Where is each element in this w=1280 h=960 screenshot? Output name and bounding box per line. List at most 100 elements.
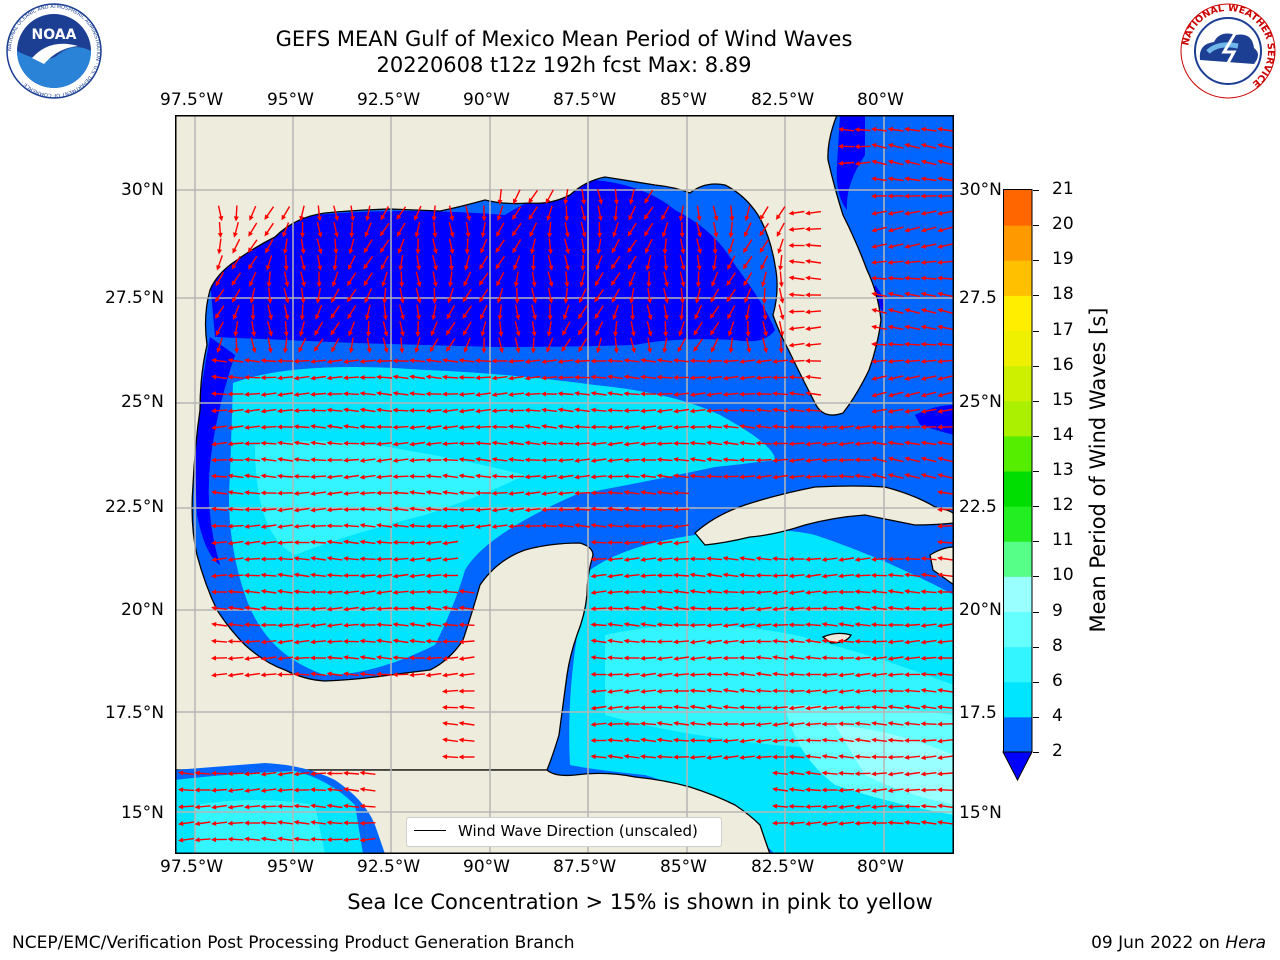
wind-vector-head [711, 347, 716, 353]
wind-vector-head [479, 297, 484, 303]
wind-vector-head [920, 244, 927, 249]
wind-vector-head [447, 298, 453, 304]
wind-vector-head [772, 803, 778, 809]
colorbar-tick [1033, 225, 1039, 227]
wind-vector-head [530, 348, 536, 354]
wind-vector-head [871, 291, 877, 297]
wind-vector-head [920, 227, 927, 233]
colorbar-segment [1003, 576, 1032, 612]
wind-vector-head [310, 671, 316, 677]
wind-vector-head [854, 804, 860, 810]
wind-vector-head [645, 265, 651, 271]
wind-vector-head [244, 771, 250, 777]
wind-vector-head [656, 704, 662, 710]
wind-vector-head [513, 264, 518, 271]
wind-vector-head [854, 771, 860, 777]
wind-vector-head [317, 265, 323, 271]
wind-vector-head [640, 655, 646, 661]
wind-vector-head [739, 655, 745, 661]
wind-vector-head [530, 265, 536, 271]
wind-vector-head [425, 672, 431, 678]
wind-vector-head [464, 249, 470, 255]
wind-vector-head [596, 249, 602, 255]
wind-vector-head [442, 704, 448, 710]
wind-vector-head [359, 358, 365, 364]
wind-vector-head [515, 347, 521, 354]
wind-vector-head [260, 589, 266, 594]
wind-vector-head [694, 314, 700, 320]
wind-vector-head [310, 572, 316, 578]
wind-vector-head [316, 282, 322, 288]
wind-vector-head [343, 424, 349, 429]
wind-vector-head [821, 754, 827, 759]
wind-vector-head [333, 232, 339, 238]
wind-vector-head [277, 639, 283, 645]
wind-vector-head [557, 507, 563, 512]
wind-vector-head [248, 231, 253, 237]
wind-vector-head [772, 556, 778, 562]
wind-vector-head [194, 770, 200, 776]
wind-vector-head [590, 523, 596, 528]
wind-vector-head [838, 622, 844, 627]
wind-vector-head [739, 407, 745, 413]
wind-vector-head [579, 281, 585, 288]
wind-vector-head [260, 457, 266, 462]
wind-vector-head [772, 787, 778, 792]
wind-vector-head [590, 374, 596, 380]
wind-vector-head [680, 249, 686, 255]
colorbar-tick [1033, 400, 1039, 402]
wind-vector-head [778, 348, 784, 354]
wind-vector-head [706, 655, 712, 661]
wind-vector-head [656, 408, 662, 414]
wind-vector-head [629, 199, 634, 205]
wind-vector-head [532, 314, 537, 321]
wind-vector-head [277, 656, 283, 661]
wind-vector-head [314, 330, 320, 336]
wind-vector-head [574, 374, 580, 380]
wind-vector-head [211, 655, 217, 661]
wind-vector-head [887, 656, 893, 661]
wind-vector-head [458, 639, 464, 645]
wind-vector-head [838, 737, 844, 743]
wind-vector-head [838, 589, 843, 595]
wind-vector-head [211, 622, 217, 627]
wind-vector-head [574, 441, 580, 447]
wind-vector-head [475, 408, 481, 414]
wind-vector-head [266, 282, 272, 288]
wind-vector-head [496, 280, 501, 287]
wind-vector-head [805, 705, 811, 711]
wind-vector-head [904, 771, 910, 777]
wind-vector-head [498, 331, 504, 337]
wind-vector-head [722, 589, 728, 595]
wind-vector-head [479, 264, 485, 270]
wind-vector-head [293, 820, 299, 825]
colorbar-segment [1003, 295, 1032, 331]
wind-vector-head [425, 441, 431, 447]
wind-vector-head [326, 491, 332, 496]
wind-vector-head [689, 622, 695, 628]
colorbar-tick-label: 6 [1052, 670, 1063, 691]
wind-vector-head [233, 232, 238, 238]
wind-vector-head [227, 358, 233, 363]
wind-vector-head [590, 573, 596, 579]
wind-vector-head [244, 605, 250, 611]
wind-vector-head [739, 457, 744, 463]
wind-vector-head [937, 159, 943, 165]
wind-vector-head [744, 231, 749, 238]
wind-vector-head [409, 490, 415, 495]
wind-vector-head [607, 638, 613, 644]
wind-vector-head [854, 737, 860, 743]
wind-vector-head [326, 507, 332, 513]
wind-vector-head [310, 606, 316, 612]
wind-vector-head [496, 298, 502, 304]
wind-vector-head [673, 737, 679, 743]
wind-vector-head [759, 247, 765, 253]
colorbar-tick-label: 15 [1052, 389, 1074, 410]
wind-vector-head [805, 309, 811, 315]
wind-vector-head [244, 639, 250, 645]
wind-vector-head [343, 573, 348, 578]
wind-vector-head [904, 159, 910, 165]
wind-vector-head [343, 539, 349, 545]
wind-vector-head [365, 216, 371, 222]
wind-vector-head [380, 264, 386, 270]
